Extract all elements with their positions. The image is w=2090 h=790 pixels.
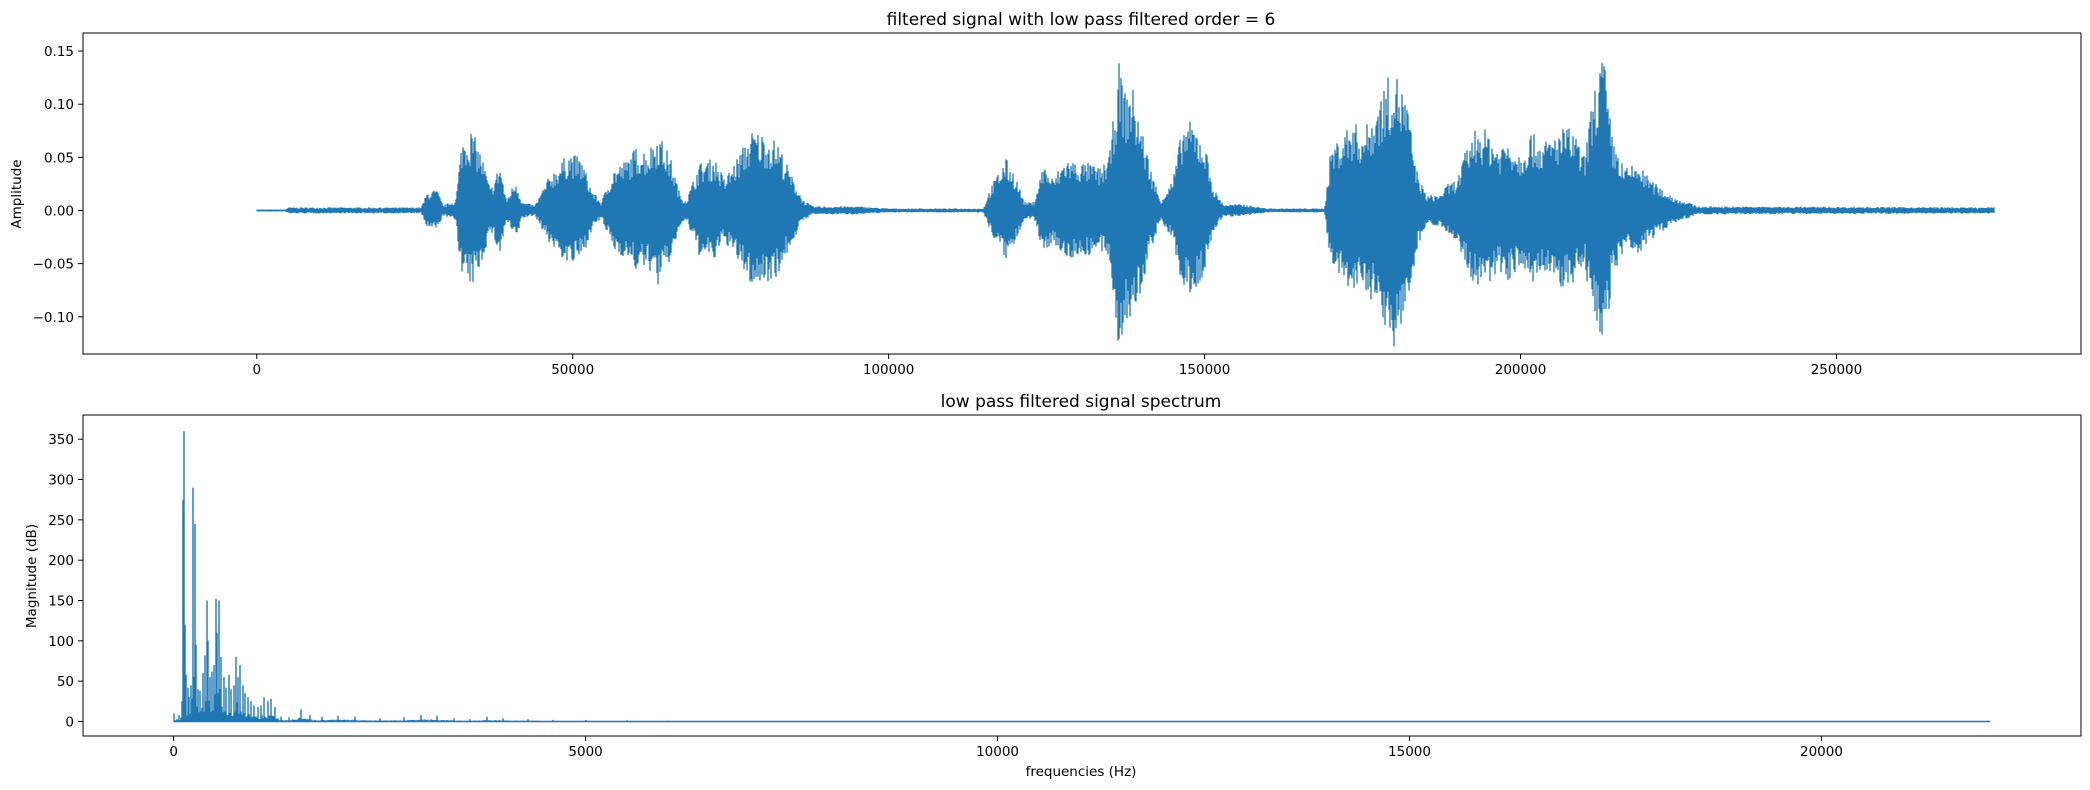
- y-tick-label: 300: [48, 473, 74, 489]
- top-plot-title: filtered signal with low pass filtered o…: [887, 10, 1276, 30]
- y-tick-label: 0: [65, 714, 74, 730]
- y-tick-label: 350: [48, 432, 74, 448]
- top-subplot: filtered signal with low pass filtered o…: [9, 10, 2082, 378]
- y-tick-label: 50: [57, 674, 74, 690]
- bottom-plot-frame: [82, 414, 2082, 737]
- bottom-x-ticks: 0 5000 10000 15000 20000: [169, 736, 1843, 760]
- x-tick-label: 150000: [1179, 362, 1231, 378]
- y-tick-label: 0.05: [44, 150, 74, 166]
- y-tick-label: 0.00: [44, 204, 74, 220]
- y-tick-label: 200: [48, 553, 74, 569]
- x-tick-label: 100000: [863, 362, 915, 378]
- bottom-plot-title: low pass filtered signal spectrum: [941, 392, 1222, 412]
- y-tick-label: 0.15: [44, 44, 74, 60]
- y-tick-label: 250: [48, 513, 74, 529]
- top-plot-frame: [82, 32, 2082, 355]
- x-tick-label: 20000: [1800, 744, 1843, 760]
- x-tick-label: 5000: [568, 744, 602, 760]
- y-tick-label: 100: [48, 634, 74, 650]
- x-tick-label: 200000: [1495, 362, 1547, 378]
- y-tick-label: −0.10: [33, 310, 74, 326]
- x-tick-label: 50000: [551, 362, 594, 378]
- top-y-ticks: −0.10 −0.05 0.00 0.05 0.10 0.15: [33, 44, 83, 326]
- x-tick-label: 0: [169, 744, 178, 760]
- top-x-ticks: 0 50000 100000 150000 200000 250000: [252, 354, 1862, 378]
- y-tick-label: 0.10: [44, 97, 74, 113]
- y-tick-label: −0.05: [33, 257, 74, 273]
- bottom-spectrum-trace: [173, 431, 1991, 723]
- bottom-subplot: low pass filtered signal spectrum 0 5000 1…: [24, 392, 2082, 780]
- bottom-x-axis-label: frequencies (Hz): [1026, 764, 1137, 780]
- top-signal-trace: [256, 62, 1995, 347]
- bottom-y-ticks: 0 50 100 150 200 250 300 350: [48, 432, 83, 730]
- x-tick-label: 10000: [976, 744, 1019, 760]
- x-tick-label: 250000: [1811, 362, 1863, 378]
- y-tick-label: 150: [48, 594, 74, 610]
- x-tick-label: 15000: [1388, 744, 1431, 760]
- bottom-y-axis-label: Magnitude (dB): [24, 524, 40, 628]
- top-y-axis-label: Amplitude: [9, 159, 25, 228]
- x-tick-label: 0: [252, 362, 261, 378]
